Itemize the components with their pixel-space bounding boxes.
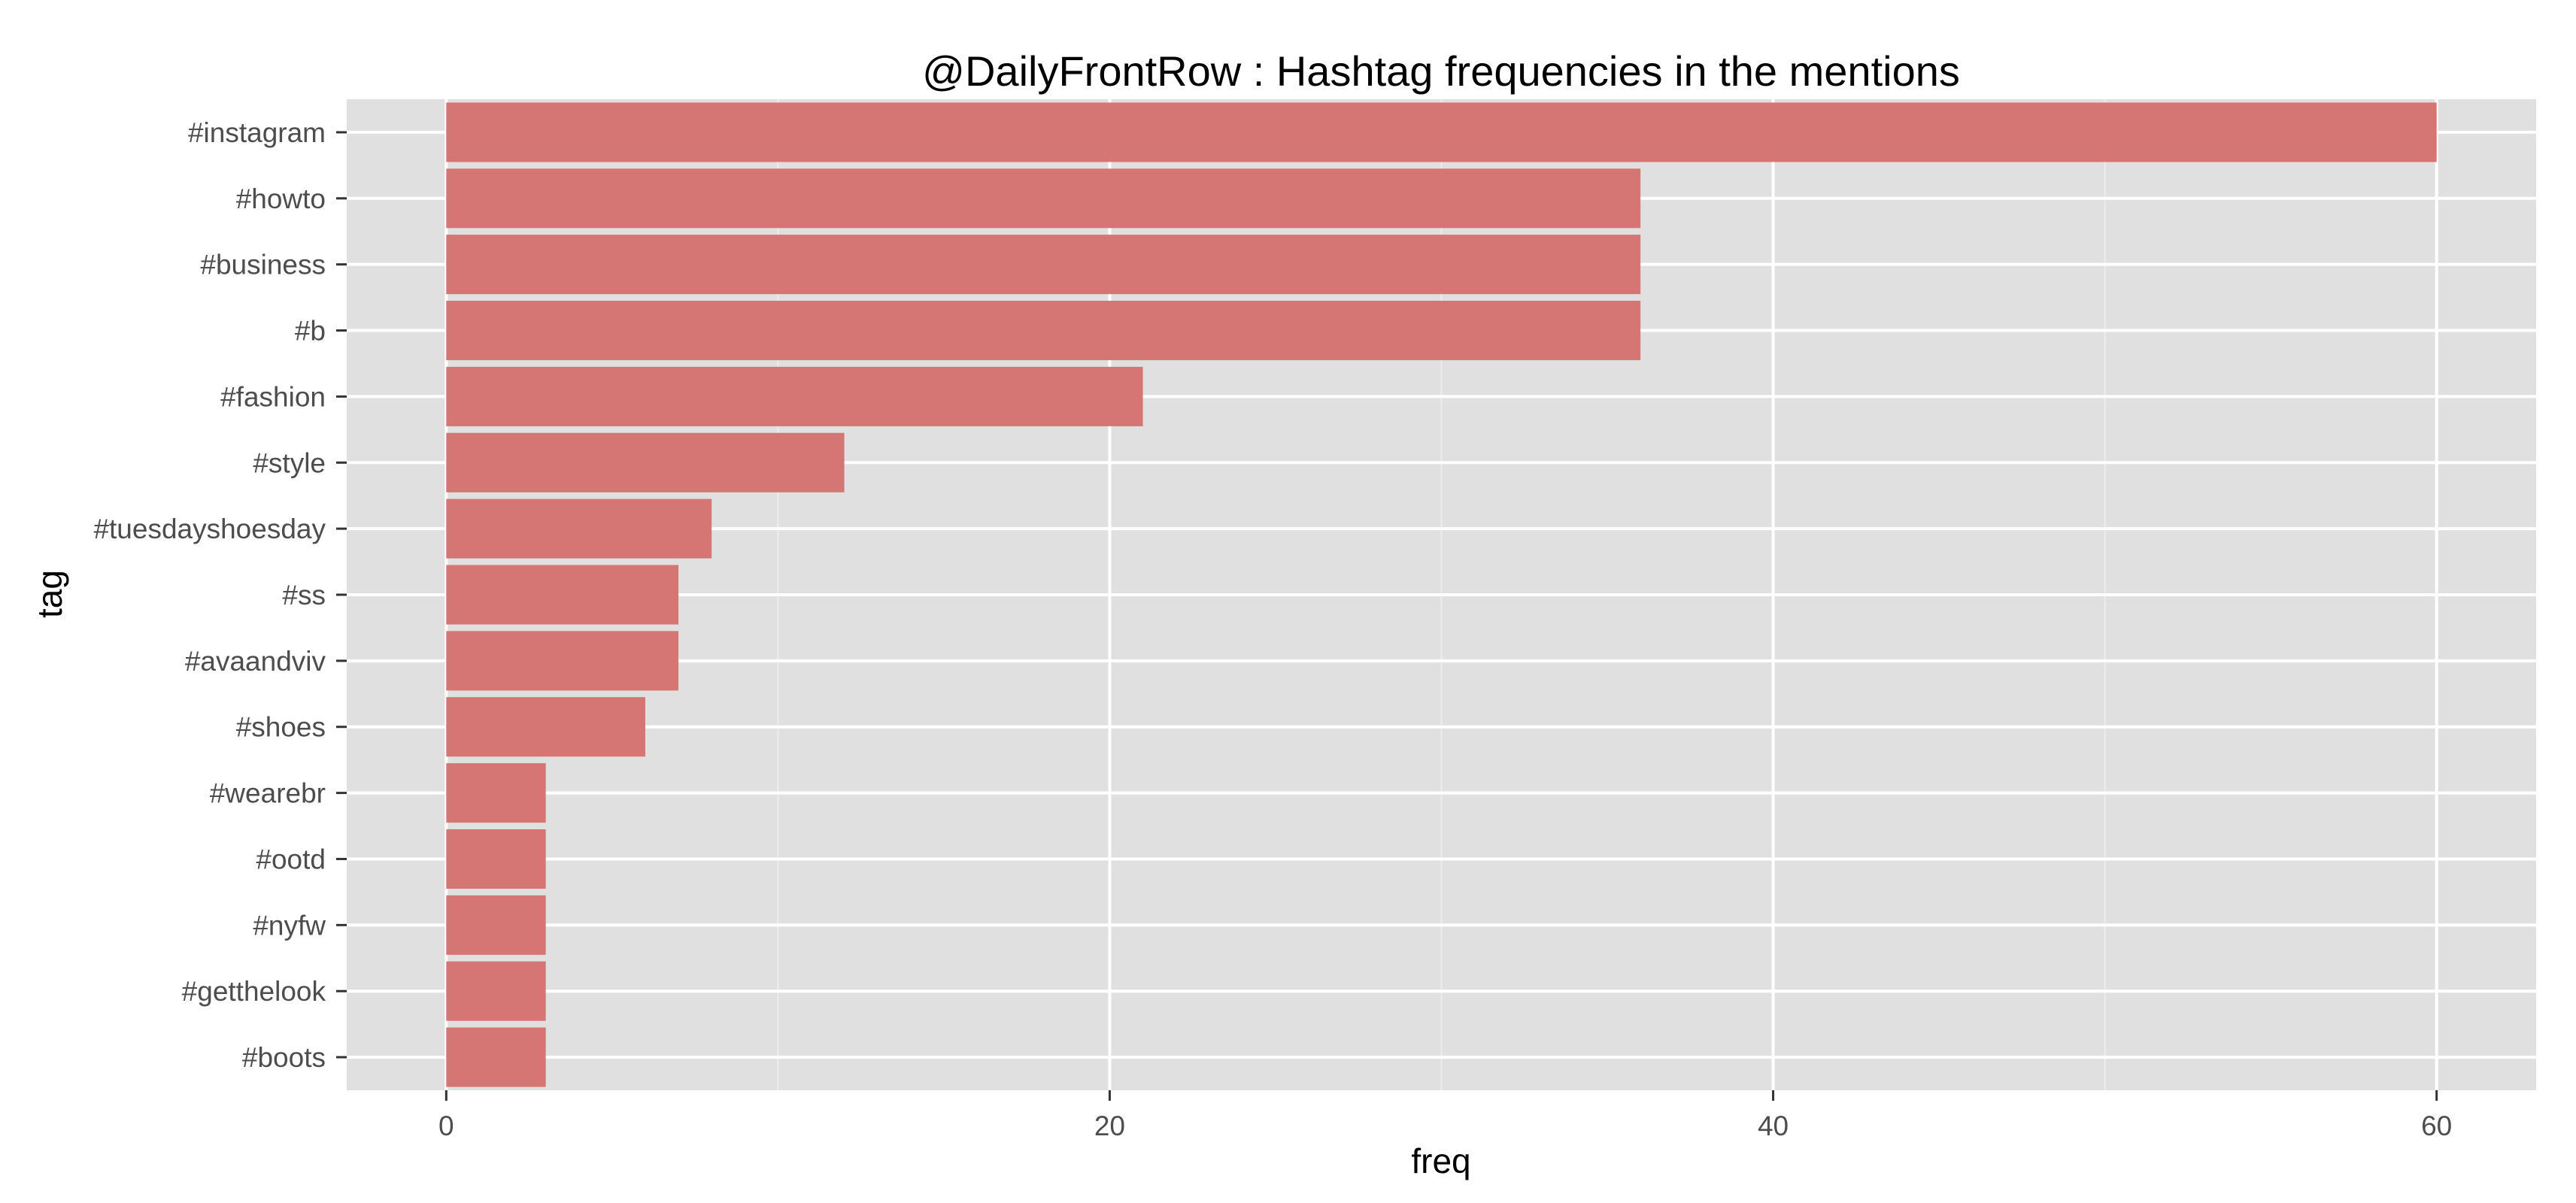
chart-title: @DailyFrontRow : Hashtag frequencies in … xyxy=(922,47,1960,95)
y-tick-label: #shoes xyxy=(236,712,326,743)
bar xyxy=(446,235,1641,295)
y-tick-label: #nyfw xyxy=(253,910,326,941)
y-tick-label: #style xyxy=(253,447,326,478)
bar xyxy=(446,1027,546,1087)
bar xyxy=(446,697,645,757)
bar xyxy=(446,961,546,1021)
y-tick-label: #howto xyxy=(236,183,326,214)
x-axis-title: freq xyxy=(1411,1141,1470,1180)
bar xyxy=(446,895,546,955)
y-axis: #instagram #howto #business #b #fashion #styl… xyxy=(93,117,347,1073)
x-tick-label: 60 xyxy=(2421,1111,2452,1141)
y-tick-label: #avaandviv xyxy=(185,646,326,677)
bars xyxy=(446,102,2437,1087)
y-tick-label: #tuesdayshoesday xyxy=(93,514,326,544)
bar xyxy=(446,366,1143,426)
y-tick-label: #ootd xyxy=(256,844,326,874)
x-tick-label: 20 xyxy=(1094,1111,1125,1141)
bar xyxy=(446,631,679,691)
bar xyxy=(446,763,546,823)
bar xyxy=(446,565,679,625)
y-axis-title: tag xyxy=(30,570,69,618)
bar xyxy=(446,300,1641,361)
bar xyxy=(446,168,1641,229)
y-tick-label: #getthelook xyxy=(182,976,326,1007)
bar xyxy=(446,829,546,889)
y-tick-label: #instagram xyxy=(188,117,326,148)
bar xyxy=(446,498,712,559)
x-tick-label: 40 xyxy=(1758,1111,1789,1141)
y-tick-label: #fashion xyxy=(220,381,326,412)
bar xyxy=(446,432,845,492)
bar xyxy=(446,102,2437,162)
x-axis: 0 20 40 60 xyxy=(438,1090,2452,1141)
y-tick-label: #wearebr xyxy=(210,778,326,809)
x-tick-label: 0 xyxy=(438,1111,454,1141)
y-tick-label: #ss xyxy=(282,580,326,611)
y-tick-label: #business xyxy=(200,250,326,280)
y-tick-label: #b xyxy=(295,316,326,347)
y-tick-label: #boots xyxy=(242,1042,326,1073)
